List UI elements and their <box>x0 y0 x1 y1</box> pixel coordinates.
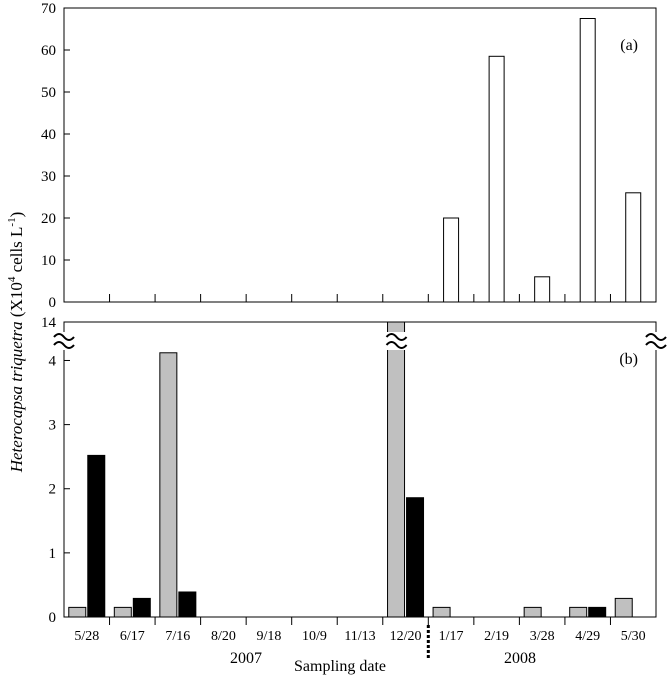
axis-break-right-wave <box>645 333 667 341</box>
y-axis-unit-exponent2: -1 <box>6 217 18 226</box>
panel-b-ytick-label: 0 <box>49 610 57 626</box>
category-label-8/20: 8/20 <box>211 629 236 644</box>
panel-b-label: (b) <box>619 351 638 368</box>
axis-break-right <box>645 332 667 350</box>
panel-a-bar-2/19 <box>488 55 505 303</box>
axis-break-right-wave <box>645 341 667 349</box>
year-label-2007: 2007 <box>230 650 262 667</box>
category-label-9/18: 9/18 <box>256 629 281 644</box>
panel-a-bar-3/28 <box>534 276 551 303</box>
panel-a-ytick-label: 20 <box>41 211 56 227</box>
axis-break-bar <box>385 332 408 350</box>
panel-b-ytick-label: 1 <box>49 546 57 562</box>
category-label-10/9: 10/9 <box>302 629 327 644</box>
panel-a-ytick-label: 40 <box>41 127 56 143</box>
category-label-6/17: 6/17 <box>120 629 145 644</box>
panel-a-ytick-label: 50 <box>41 85 56 101</box>
category-label-5/30: 5/30 <box>621 629 646 644</box>
panel-b-bar-s0-6/17 <box>113 606 132 618</box>
axis-break-left <box>53 332 75 350</box>
panel-b-ytick-label: 4 <box>49 353 57 369</box>
panel-b-bar-s0-4/29 <box>569 606 588 618</box>
panel-b-bar-s1-12/20 <box>406 497 425 618</box>
y-axis-unit-prefix: (X10 <box>7 282 26 321</box>
y-axis-unit-exponent: 4 <box>6 276 18 282</box>
panel-b-bar-s0-5/28 <box>68 606 87 618</box>
panel-b-bar-s0-7/16 <box>159 352 178 618</box>
y-axis-species: Heterocapsa triquetra <box>7 321 26 473</box>
y-axis-unit-suffix: ) <box>7 212 26 218</box>
panel-a-bar-1/17 <box>443 217 460 303</box>
category-label-1/17: 1/17 <box>439 629 464 644</box>
panel-b-ytick-label: 3 <box>49 418 57 434</box>
panel-a-label: (a) <box>620 37 638 54</box>
category-label-3/28: 3/28 <box>530 629 555 644</box>
axis-break-bar-mask <box>385 332 408 350</box>
panel-a-ytick-label: 0 <box>49 295 57 311</box>
panel-a: 0 10 20 30 40 50 60 70 <box>41 1 657 311</box>
axis-break-right-mask <box>645 332 667 350</box>
panel-b-bar-s1-7/16 <box>178 591 197 618</box>
axis-break-bar-wave <box>385 333 408 341</box>
category-label-7/16: 7/16 <box>165 629 190 644</box>
category-label-12/20: 12/20 <box>390 629 422 644</box>
category-label-5/28: 5/28 <box>74 629 99 644</box>
axis-break-left-wave <box>53 341 75 349</box>
panel-a-bar-4/29 <box>579 18 596 303</box>
panel-b-ytick-label: 2 <box>49 482 57 498</box>
panel-a-ytick-label: 70 <box>41 1 56 17</box>
category-label-4/29: 4/29 <box>575 629 600 644</box>
category-label-11/13: 11/13 <box>344 629 375 644</box>
panel-a-ytick-label: 30 <box>41 169 56 185</box>
panel-b-bar-s0-1/17 <box>432 606 451 618</box>
year-label-2008: 2008 <box>504 650 536 667</box>
panel-b-bar-s1-6/17 <box>132 597 151 618</box>
y-axis-unit-mid: cells L <box>7 227 26 277</box>
panel-a-ytick-label: 60 <box>41 43 56 59</box>
panel-b-bar-s0-3/28 <box>523 606 542 618</box>
panel-b-bar-s0-5/30 <box>614 597 633 618</box>
panel-a-ytick-label: 10 <box>41 253 56 269</box>
axis-break-left-wave <box>53 333 75 341</box>
category-label-2/19: 2/19 <box>484 629 509 644</box>
panel-b-bar-s1-4/29 <box>588 606 607 618</box>
panel-a-bar-5/30 <box>625 192 642 303</box>
x-axis-title: Sampling date <box>294 658 386 675</box>
axis-break-left-mask <box>53 332 75 350</box>
panel-b-break-label: 14 <box>41 315 57 331</box>
y-axis-title: Heterocapsa triquetra (X104 cells L-1) <box>6 212 26 474</box>
panel-b-bar-s0-12/20 <box>387 321 406 618</box>
panel-a-frame <box>63 7 657 303</box>
panel-b-frame <box>63 321 657 618</box>
panel-b-bar-s1-5/28 <box>87 454 106 618</box>
panel-b: 0 1 2 3 4 14 5/28 6/17 7/16 8/20 9/18 10/9 11/13 12/2… <box>41 315 667 658</box>
axis-break-bar-wave <box>385 341 408 349</box>
